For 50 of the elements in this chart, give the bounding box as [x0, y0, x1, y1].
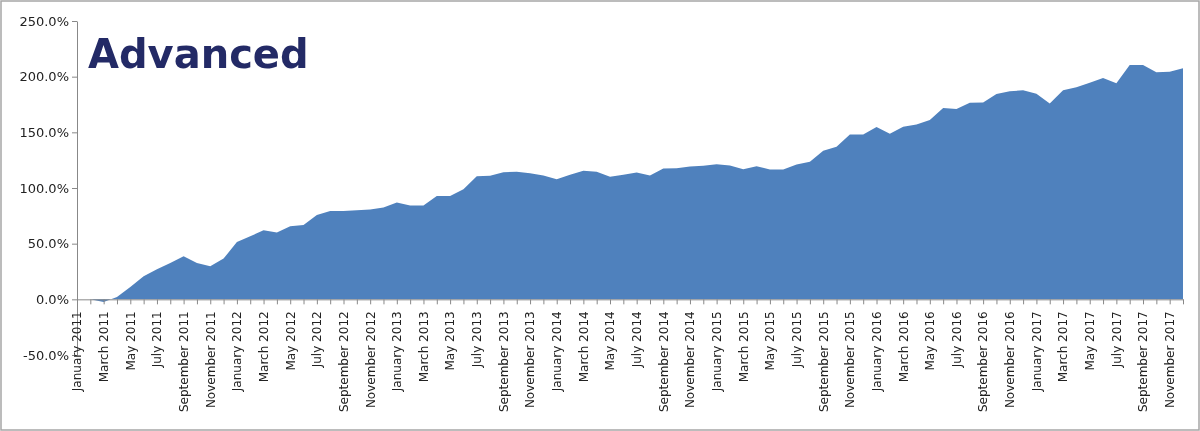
x-tick-label: January 2012	[230, 311, 245, 393]
x-tick-label: May 2017	[1083, 311, 1098, 371]
x-tick-label: September 2015	[816, 311, 831, 413]
x-tick-label: September 2013	[496, 311, 511, 413]
x-tick-label: May 2016	[923, 311, 938, 371]
x-tick-label: September 2017	[1136, 311, 1151, 413]
x-tick-label: November 2015	[843, 311, 858, 409]
x-tick-label: July 2013	[470, 311, 485, 369]
y-tick-label: -50.0%	[23, 347, 69, 363]
x-tick-label: September 2016	[976, 311, 991, 413]
x-tick-label: May 2011	[123, 311, 138, 371]
x-tick-label: May 2012	[283, 311, 298, 371]
x-tick-label: September 2011	[176, 311, 191, 413]
y-tick-label: 100.0%	[19, 180, 69, 196]
x-tick-label: January 2011	[70, 311, 85, 393]
x-tick-label: September 2014	[656, 311, 671, 413]
x-tick-label: July 2012	[310, 311, 325, 369]
x-tick-label: March 2014	[576, 311, 591, 383]
x-tick-label: September 2012	[336, 311, 351, 413]
x-tick-label: July 2014	[630, 311, 644, 369]
y-tick-label: 50.0%	[27, 236, 69, 252]
x-tick-label: May 2014	[603, 311, 618, 371]
x-tick-label: July 2015	[789, 311, 804, 369]
x-tick-label: March 2016	[896, 311, 911, 383]
x-tick-label: March 2013	[416, 311, 431, 383]
x-tick-label: November 2013	[523, 311, 538, 409]
x-tick-label: January 2014	[550, 311, 565, 393]
x-tick-label: July 2011	[150, 311, 165, 369]
x-tick-label: January 2016	[869, 311, 884, 393]
x-tick-label: November 2012	[363, 311, 378, 409]
y-tick-label: 250.0%	[19, 13, 69, 29]
x-tick-label: July 2016	[949, 311, 964, 369]
x-tick-label: January 2013	[390, 311, 405, 393]
x-tick-label: July 2017	[1109, 311, 1124, 369]
x-tick-label: March 2012	[256, 311, 271, 383]
x-tick-label: November 2017	[1163, 311, 1178, 409]
x-tick-label: January 2015	[709, 311, 724, 393]
x-tick-label: November 2011	[203, 311, 218, 409]
x-tick-label: May 2013	[443, 311, 458, 371]
x-tick-label: March 2011	[96, 311, 111, 383]
x-tick-label: May 2015	[763, 311, 778, 371]
x-tick-label: March 2015	[736, 311, 751, 383]
x-tick-label: March 2017	[1056, 311, 1071, 383]
y-tick-label: 0.0%	[35, 291, 69, 307]
y-tick-label: 200.0%	[19, 69, 69, 85]
chart-title: Advanced	[88, 31, 309, 77]
y-tick-label: 150.0%	[19, 124, 69, 140]
x-tick-label: November 2014	[683, 311, 698, 409]
x-tick-label: November 2016	[1003, 311, 1018, 409]
x-tick-label: January 2017	[1029, 311, 1044, 393]
